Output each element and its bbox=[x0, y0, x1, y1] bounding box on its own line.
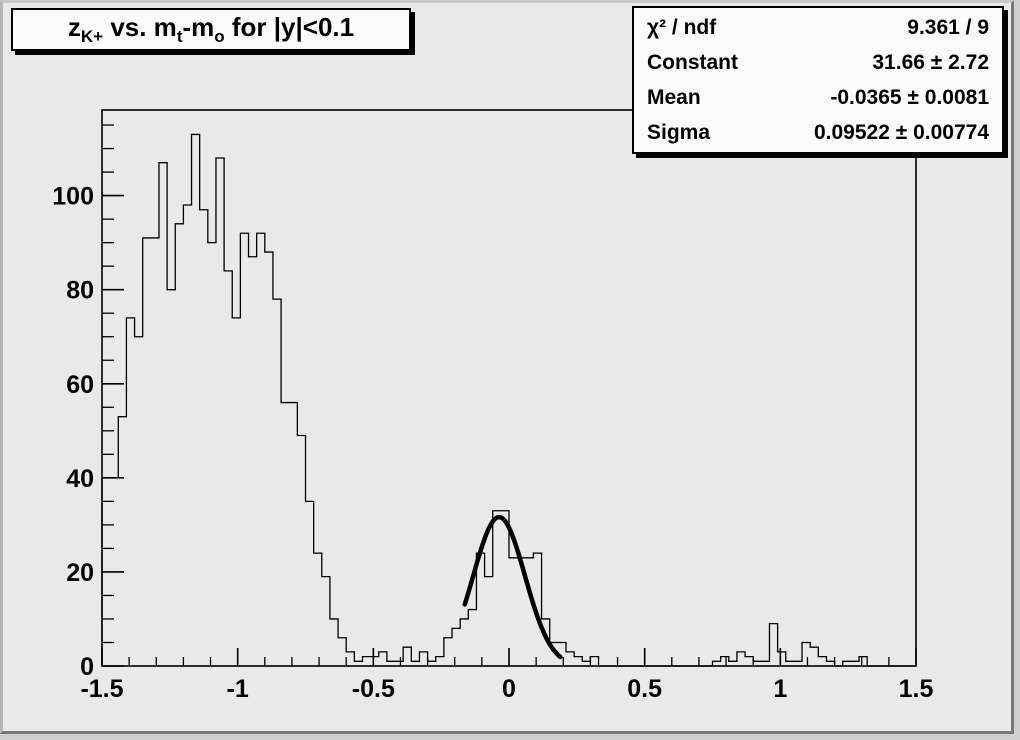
stat-row-constant: Constant 31.66 ± 2.72 bbox=[634, 45, 1002, 80]
stat-label-mean: Mean bbox=[647, 85, 701, 109]
y-tick-label: 80 bbox=[66, 277, 94, 305]
histogram-plot: 0 20 40 60 80 100 -1.5 -1 -0.5 0 0.5 1 1.5 bbox=[52, 109, 934, 703]
title-box[interactable]: zK+ vs. mt-mo for |y|<0.1 bbox=[11, 8, 411, 51]
y-tick-label: 20 bbox=[66, 559, 94, 587]
title-text: zK+ vs. mt-mo for |y|<0.1 bbox=[67, 11, 355, 47]
stat-label-chi2: χ² / ndf bbox=[647, 15, 717, 39]
stat-value-chi2: 9.361 / 9 bbox=[907, 15, 989, 39]
x-tick-label: 1 bbox=[773, 675, 787, 703]
y-tick-label: 60 bbox=[66, 371, 94, 399]
x-tick-label: -1.5 bbox=[80, 675, 123, 703]
y-tick-label: 0 bbox=[80, 653, 94, 681]
gaussian-fit-curve bbox=[462, 514, 563, 660]
y-tick-label: 100 bbox=[52, 183, 94, 211]
stats-box[interactable]: χ² / ndf 9.361 / 9 Constant 31.66 ± 2.72… bbox=[632, 6, 1004, 154]
x-tick-label: -1 bbox=[227, 675, 249, 703]
stat-value-mean: -0.0365 ± 0.0081 bbox=[830, 85, 989, 109]
stat-value-sigma: 0.09522 ± 0.00774 bbox=[813, 120, 989, 144]
y-tick-label: 40 bbox=[66, 465, 94, 493]
x-tick-label: 0 bbox=[502, 675, 516, 703]
x-tick-label: 0.5 bbox=[627, 675, 662, 703]
x-tick-label: -0.5 bbox=[352, 675, 395, 703]
x-tick-label: 1.5 bbox=[899, 675, 934, 703]
stat-row-sigma: Sigma 0.09522 ± 0.00774 bbox=[634, 115, 1002, 150]
stat-value-constant: 31.66 ± 2.72 bbox=[872, 50, 989, 74]
stat-row-chi2: χ² / ndf 9.361 / 9 bbox=[634, 10, 1002, 45]
histogram-line bbox=[101, 133, 916, 667]
stat-label-sigma: Sigma bbox=[647, 120, 711, 144]
stat-row-mean: Mean -0.0365 ± 0.0081 bbox=[634, 80, 1002, 115]
stat-label-constant: Constant bbox=[647, 50, 738, 74]
